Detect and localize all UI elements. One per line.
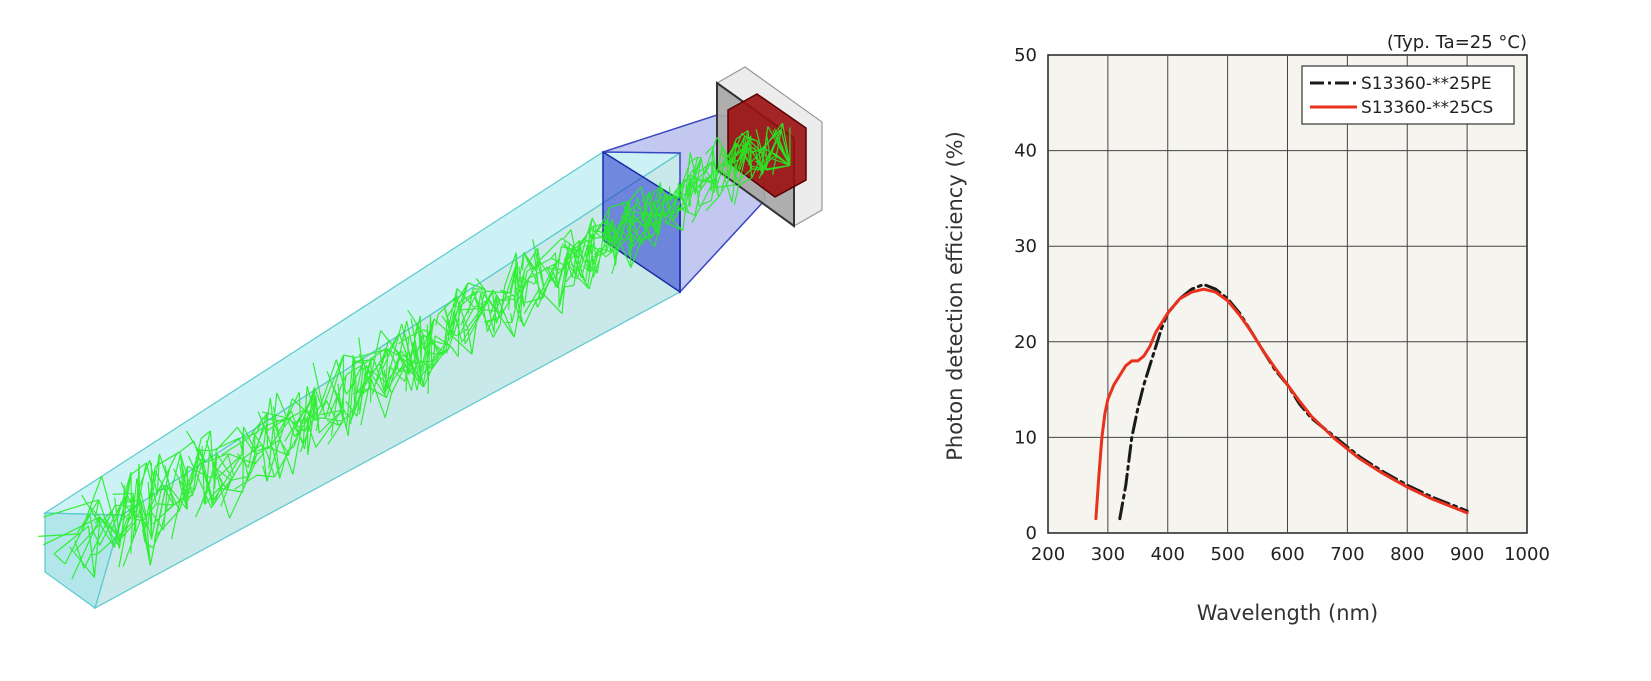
y-tick-label: 40 [1014, 141, 1037, 162]
y-tick-label: 0 [1026, 523, 1037, 544]
ray-paths [38, 122, 791, 580]
x-tick-label: 200 [1031, 544, 1065, 565]
legend-label-2: S13360-**25CS [1361, 98, 1493, 118]
x-tick-label: 900 [1450, 544, 1484, 565]
x-tick-labels: 200 300 400 500 600 700 800 900 1000 [1031, 544, 1550, 565]
series-lines [1094, 282, 1469, 521]
legend-label-1: S13360-**25PE [1361, 74, 1492, 94]
light-guide-ray-trace-illustration [38, 66, 823, 610]
condition-note: (Typ. Ta=25 °C) [1387, 32, 1527, 53]
x-tick-label: 1000 [1504, 544, 1550, 565]
y-tick-label: 20 [1014, 332, 1037, 353]
y-axis-label: Photon detection efficiency (%) [943, 131, 967, 461]
y-tick-label: 10 [1014, 427, 1037, 448]
x-tick-label: 800 [1390, 544, 1424, 565]
x-tick-label: 700 [1330, 544, 1364, 565]
legend-box [1301, 65, 1515, 125]
legend: S13360-**25PE S13360-**25CS [1301, 65, 1515, 125]
y-tick-label: 50 [1014, 45, 1037, 66]
x-tick-label: 500 [1210, 544, 1244, 565]
x-axis-label: Wavelength (nm) [1197, 601, 1378, 625]
x-tick-label: 400 [1151, 544, 1185, 565]
y-tick-label: 30 [1014, 236, 1037, 257]
x-tick-label: 300 [1091, 544, 1125, 565]
y-tick-labels: 0 10 20 30 40 50 [1014, 45, 1037, 544]
grid-lines [1048, 55, 1527, 533]
green-light-rays [38, 122, 791, 580]
series-line-2 [1094, 287, 1469, 521]
x-tick-label: 600 [1270, 544, 1304, 565]
